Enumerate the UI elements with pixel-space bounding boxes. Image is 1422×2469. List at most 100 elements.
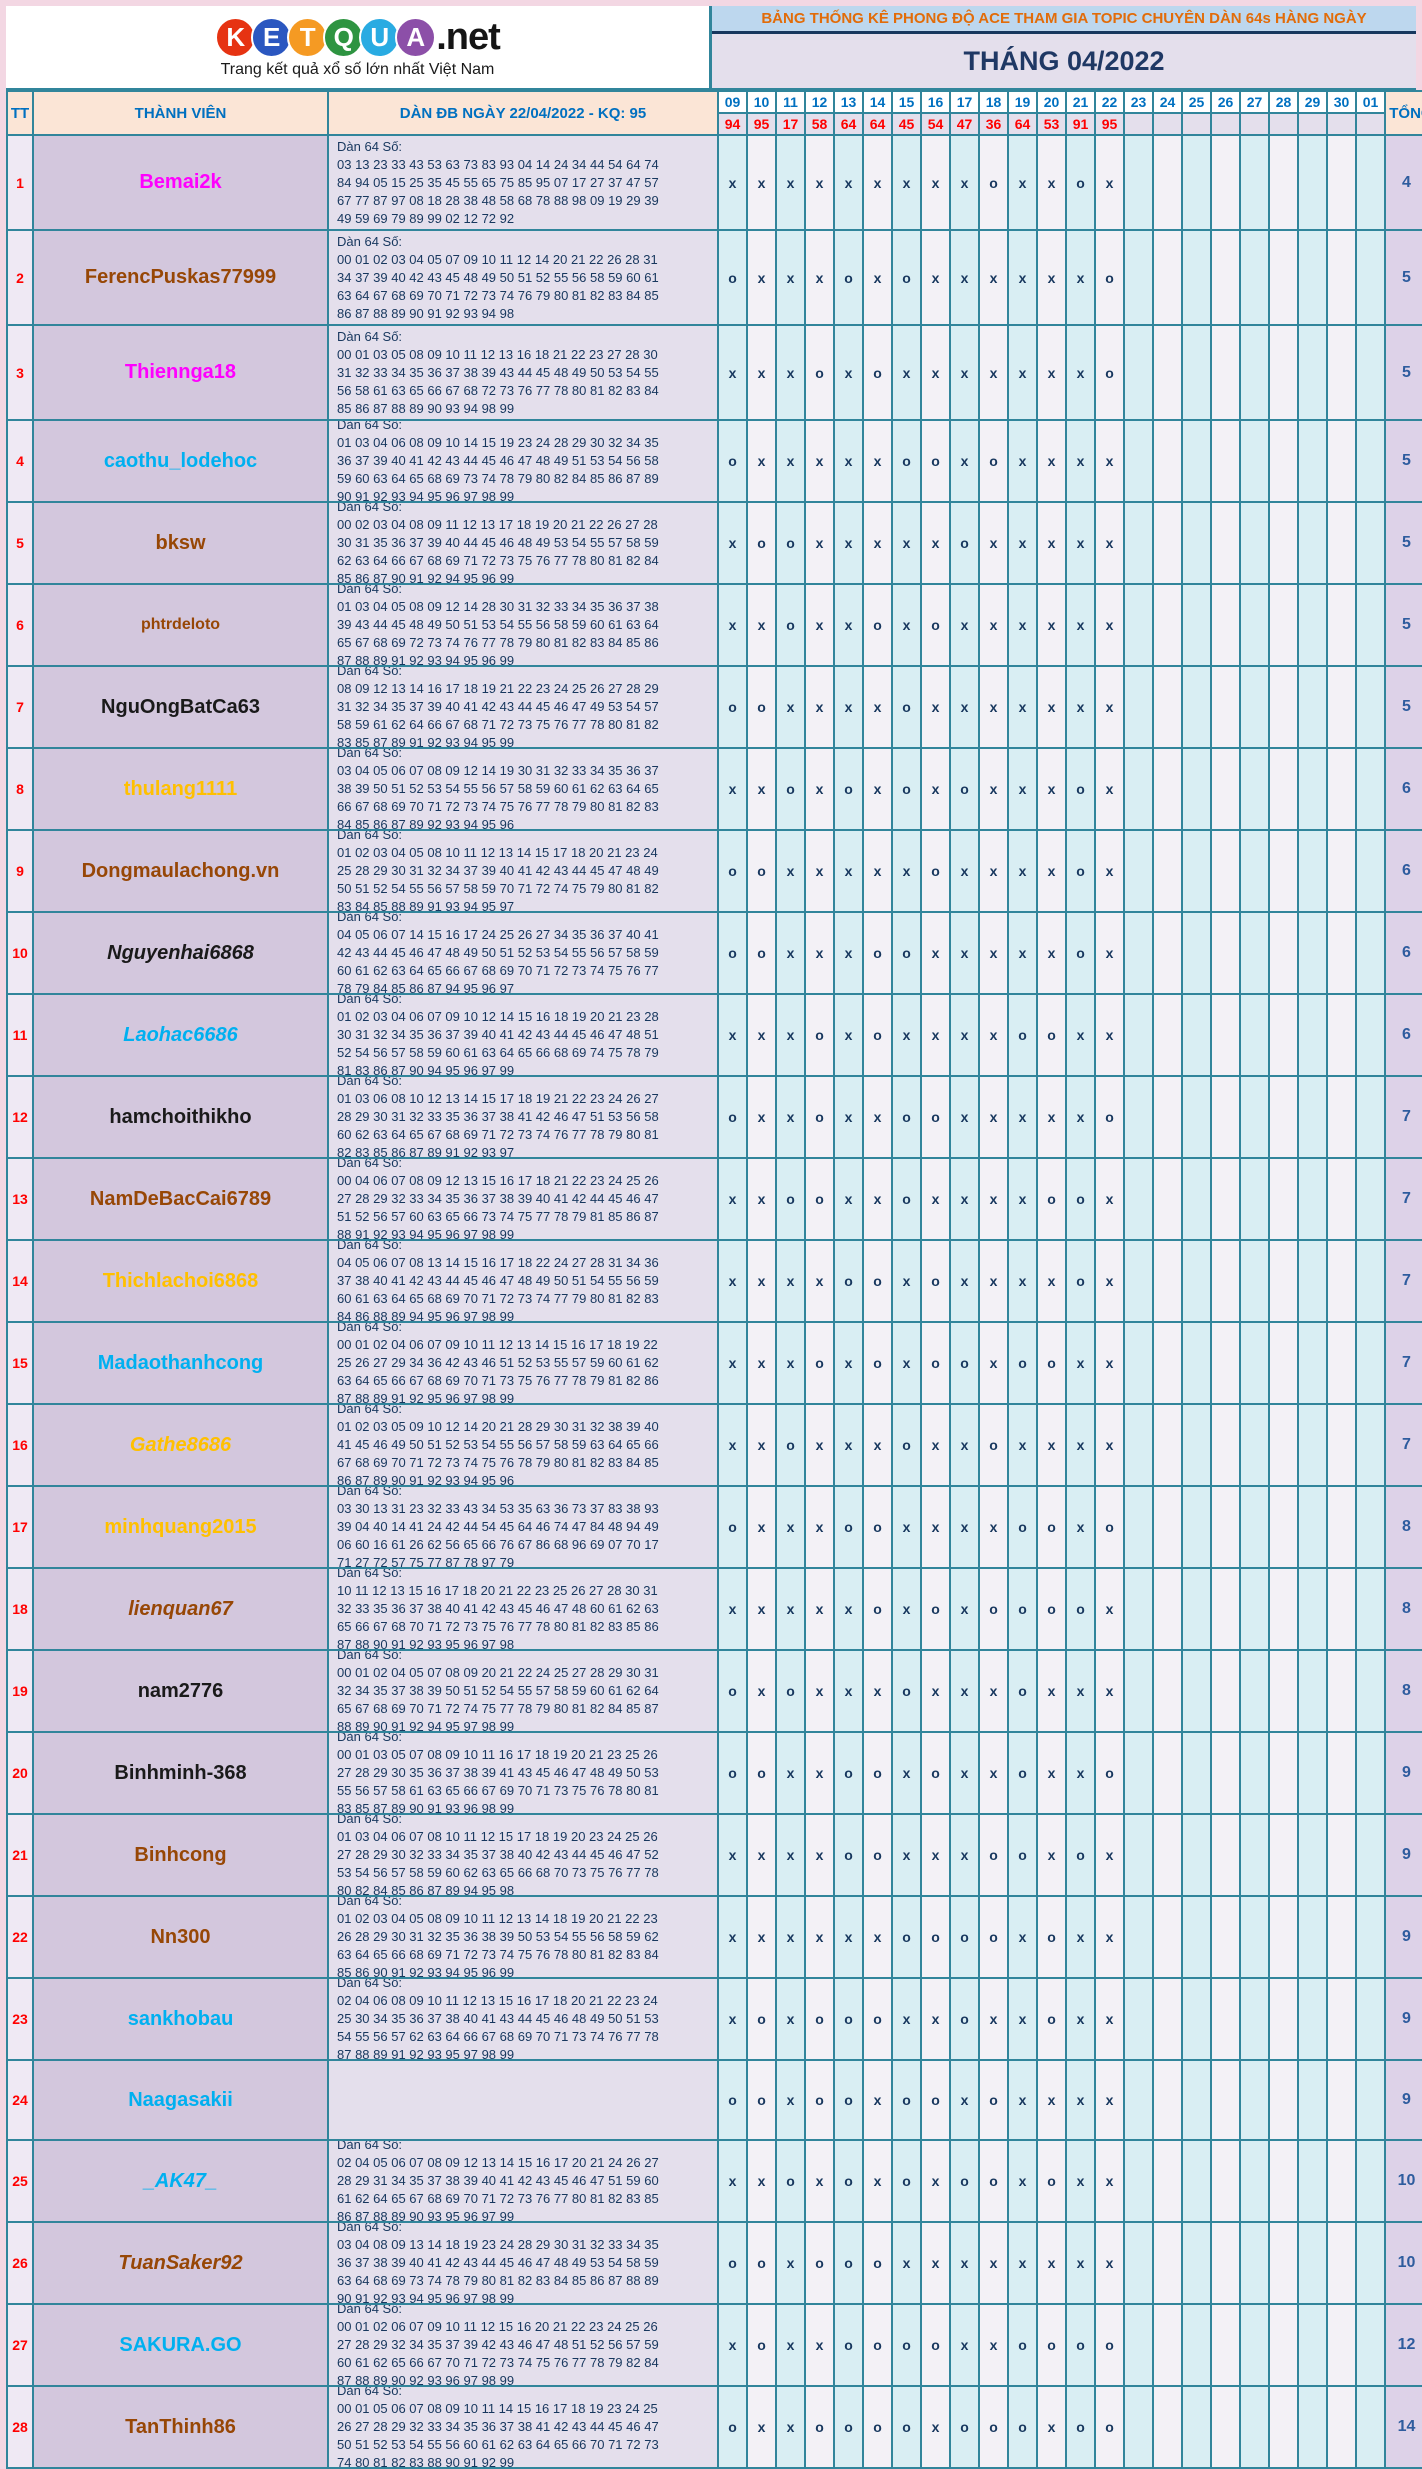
mark-cell-o: o xyxy=(1094,1075,1125,1159)
mark-cell-o: o xyxy=(862,1567,893,1651)
member-name[interactable]: NamDeBacCai6789 xyxy=(32,1157,329,1241)
member-name[interactable]: TanThinh86 xyxy=(32,2385,329,2469)
mark-cell-x: x xyxy=(1094,1649,1125,1733)
result-number xyxy=(1123,112,1154,136)
mark-cell-o: o xyxy=(746,911,777,995)
mark-cell-x: x xyxy=(746,1485,777,1569)
mark-cell-empty xyxy=(1297,1075,1328,1159)
member-name[interactable]: Naagasakii xyxy=(32,2059,329,2141)
member-row: 23 sankhobau Dàn 64 Số: 02 04 06 08 09 10 1… xyxy=(6,1977,1422,2061)
member-name[interactable]: NguOngBatCa63 xyxy=(32,665,329,749)
mark-cell-x: x xyxy=(1094,1157,1125,1241)
member-name[interactable]: Binhminh-368 xyxy=(32,1731,329,1815)
mark-cell-x: x xyxy=(978,324,1009,421)
mark-cell-empty xyxy=(1268,2221,1299,2305)
logo-letter-u: U xyxy=(359,16,401,58)
mark-cell-x: x xyxy=(862,419,893,503)
mark-cell-empty xyxy=(1181,229,1212,326)
mark-cell-x: x xyxy=(1036,229,1067,326)
dan-numbers-cell: Dàn 64 Số: 10 11 12 13 15 16 17 18 20 21 … xyxy=(327,1567,719,1651)
mark-cell-empty xyxy=(1297,2303,1328,2387)
mark-cell-empty xyxy=(1355,2385,1386,2469)
member-name[interactable]: _AK47_ xyxy=(32,2139,329,2223)
row-index: 11 xyxy=(6,993,34,1077)
mark-cell-x: x xyxy=(891,1321,922,1405)
mark-cell-empty xyxy=(1326,1403,1357,1487)
mark-cell-empty xyxy=(1210,993,1241,1077)
mark-cell-empty xyxy=(1152,1731,1183,1815)
mark-cell-empty xyxy=(1152,1895,1183,1979)
mark-cell-x: x xyxy=(920,2385,951,2469)
mark-cell-empty xyxy=(1355,1649,1386,1733)
dan-prefix: Dàn 64 Số: xyxy=(337,2222,403,2234)
mark-cell-empty xyxy=(1268,134,1299,231)
mark-cell-x: x xyxy=(746,1075,777,1159)
mark-cell-empty xyxy=(1152,1977,1183,2061)
mark-cell-x: x xyxy=(1007,1157,1038,1241)
member-name[interactable]: Nn300 xyxy=(32,1895,329,1979)
mark-cell-empty xyxy=(1181,2221,1212,2305)
member-name[interactable]: Laohac6686 xyxy=(32,993,329,1077)
member-name[interactable]: hamchoithikho xyxy=(32,1075,329,1159)
mark-cell-o: o xyxy=(1065,2303,1096,2387)
summary-miss-count: 7 xyxy=(1384,1321,1422,1405)
mark-cell-x: x xyxy=(1094,1813,1125,1897)
date-col-26: 26 xyxy=(1210,90,1241,114)
summary-miss-count: 5 xyxy=(1384,229,1422,326)
member-name[interactable]: Dongmaulachong.vn xyxy=(32,829,329,913)
member-name[interactable]: Bemai2k xyxy=(32,134,329,231)
dan-prefix: Dàn 64 Số: xyxy=(337,502,403,514)
mark-cell-x: x xyxy=(891,1239,922,1323)
member-row: 2 FerencPuskas77999 Dàn 64 Số: 00 01 02 03 … xyxy=(6,229,1422,326)
row-index: 26 xyxy=(6,2221,34,2305)
member-name[interactable]: Nguyenhai6868 xyxy=(32,911,329,995)
member-name[interactable]: SAKURA.GO xyxy=(32,2303,329,2387)
mark-cell-empty xyxy=(1268,1403,1299,1487)
mark-cell-empty xyxy=(1326,1977,1357,2061)
mark-cell-x: x xyxy=(1007,2221,1038,2305)
dan-numbers: 00 01 05 06 07 08 09 10 11 14 15 16 17 1… xyxy=(337,2401,659,2468)
mark-cell-o: o xyxy=(746,1731,777,1815)
member-name[interactable]: phtrdeloto xyxy=(32,583,329,667)
mark-cell-empty xyxy=(1239,1075,1270,1159)
mark-cell-o: o xyxy=(1036,1157,1067,1241)
date-col-30: 30 xyxy=(1326,90,1357,114)
member-name[interactable]: Thichlachoi6868 xyxy=(32,1239,329,1323)
mark-cell-o: o xyxy=(978,2139,1009,2223)
member-name[interactable]: TuanSaker92 xyxy=(32,2221,329,2305)
mark-cell-o: o xyxy=(1036,1567,1067,1651)
member-name[interactable]: Thiennga18 xyxy=(32,324,329,421)
member-name[interactable]: Binhcong xyxy=(32,1813,329,1897)
member-name[interactable]: Madaothanhcong xyxy=(32,1321,329,1405)
member-name[interactable]: minhquang2015 xyxy=(32,1485,329,1569)
member-name[interactable]: Gathe8686 xyxy=(32,1403,329,1487)
mark-cell-x: x xyxy=(775,993,806,1077)
member-name[interactable]: nam2776 xyxy=(32,1649,329,1733)
mark-cell-empty xyxy=(1152,1321,1183,1405)
date-col-23: 23 xyxy=(1123,90,1154,114)
mark-cell-o: o xyxy=(1007,2385,1038,2469)
mark-cell-empty xyxy=(1181,993,1212,1077)
result-number: 54 xyxy=(920,112,951,136)
dan-numbers: 03 30 13 31 23 32 33 43 34 53 35 63 36 7… xyxy=(337,1501,659,1568)
mark-cell-x: x xyxy=(920,1403,951,1487)
mark-cell-x: x xyxy=(1036,829,1067,913)
member-name[interactable]: lienquan67 xyxy=(32,1567,329,1651)
mark-cell-o: o xyxy=(891,1403,922,1487)
mark-cell-x: x xyxy=(920,2221,951,2305)
member-name[interactable]: bksw xyxy=(32,501,329,585)
mark-cell-empty xyxy=(1152,911,1183,995)
member-name[interactable]: thulang1111 xyxy=(32,747,329,831)
mark-cell-empty xyxy=(1210,747,1241,831)
member-name[interactable]: sankhobau xyxy=(32,1977,329,2061)
dan-numbers-cell: Dàn 64 Số: 01 02 03 04 05 08 10 11 12 13 … xyxy=(327,829,719,913)
member-name[interactable]: caothu_lodehoc xyxy=(32,419,329,503)
mark-cell-o: o xyxy=(1007,1321,1038,1405)
member-name[interactable]: FerencPuskas77999 xyxy=(32,229,329,326)
mark-cell-x: x xyxy=(1036,1731,1067,1815)
row-index: 4 xyxy=(6,419,34,503)
